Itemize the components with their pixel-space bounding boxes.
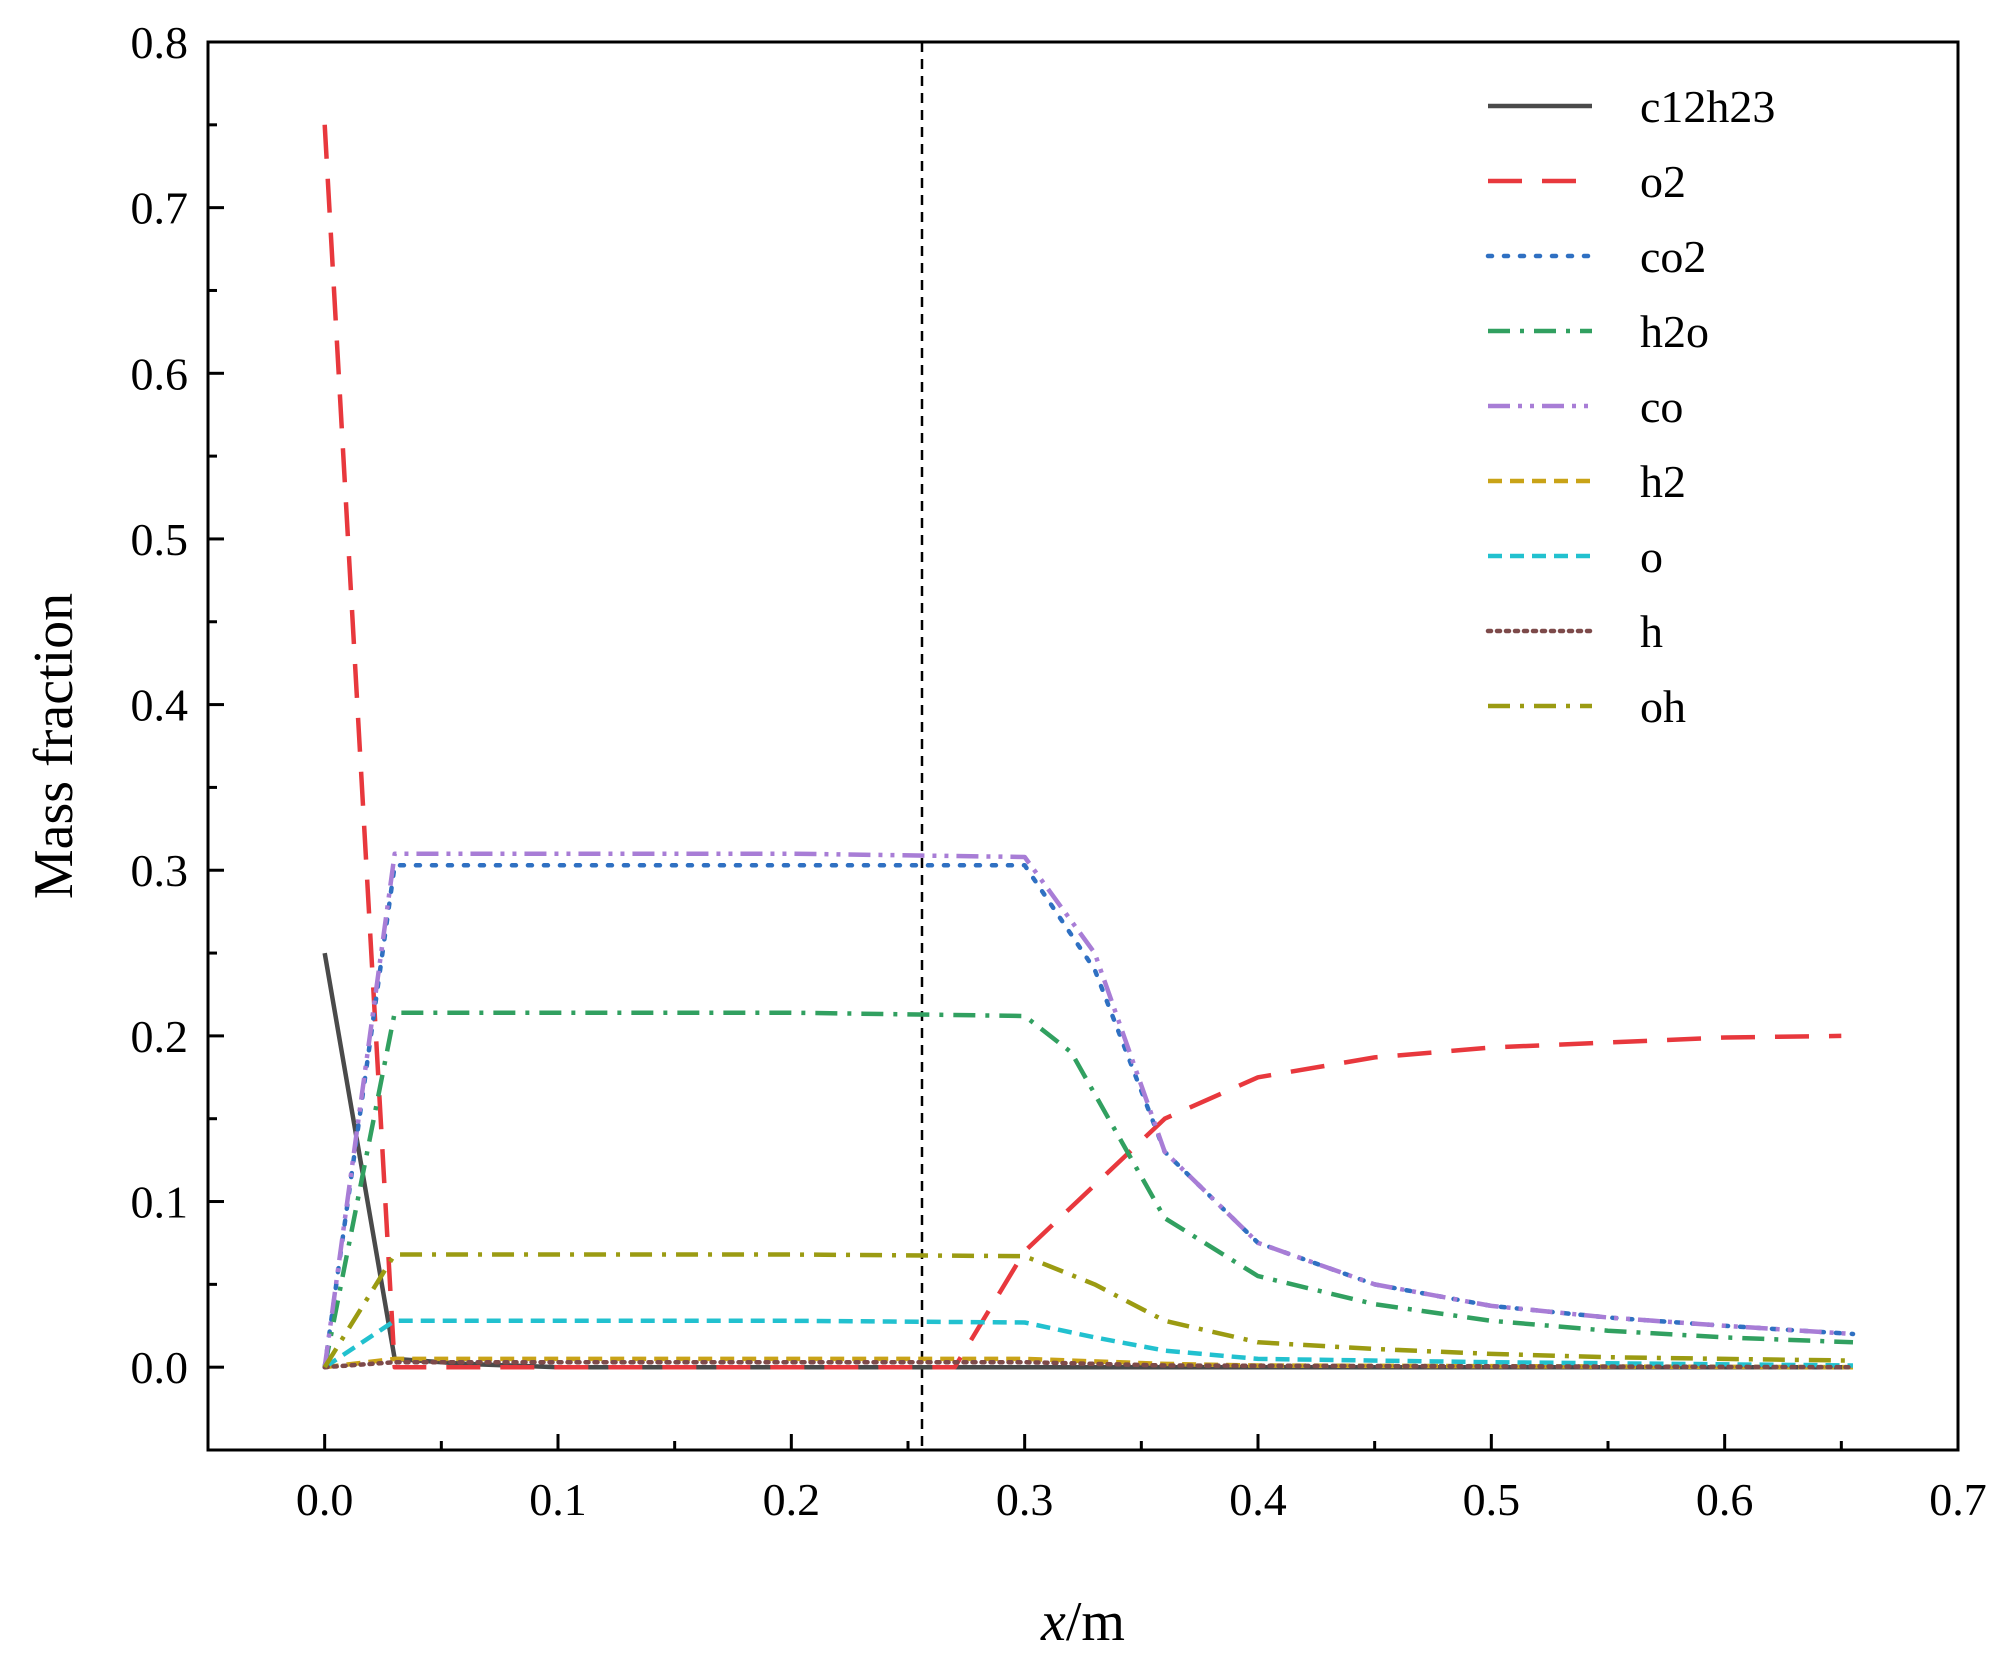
x-tick-label: 0.1	[529, 1474, 587, 1525]
plot-frame	[206, 40, 1960, 1452]
plot-area-border	[206, 40, 1960, 1452]
x-tick-label: 0.7	[1929, 1474, 1987, 1525]
series-line-co	[322, 851, 1854, 1368]
y-tick-label: 0.1	[131, 1177, 189, 1228]
series-line-h2o	[322, 1010, 1854, 1368]
x-axis-ticks: 0.0 0.1 0.2 0.3 0.4 0.5 0.6 0.7	[206, 1434, 1987, 1525]
y-tick-label: 0.7	[131, 183, 189, 234]
legend-label-o: o	[1640, 531, 1663, 582]
y-tick-label: 0.6	[131, 348, 189, 399]
series-line-c12h23	[322, 952, 1853, 1370]
x-tick-label: 0.3	[996, 1474, 1054, 1525]
series-line-h	[322, 1359, 1856, 1370]
x-tick-label: 0.4	[1229, 1474, 1287, 1525]
series-line-h2	[324, 1356, 1854, 1370]
x-tick-label: 0.5	[1463, 1474, 1521, 1525]
y-tick-label: 0.2	[131, 1011, 189, 1062]
legend-label-h2o: h2o	[1640, 306, 1709, 357]
x-tick-label: 0.2	[763, 1474, 821, 1525]
x-axis-title-symbol: x	[1040, 1591, 1066, 1653]
series-group	[322, 124, 1856, 1370]
legend-label-h: h	[1640, 606, 1663, 657]
legend-label-co2: co2	[1640, 231, 1706, 282]
series-line-oh	[322, 1252, 1854, 1369]
y-tick-label: 0.3	[131, 845, 189, 896]
x-axis-title-unit: /m	[1066, 1591, 1125, 1653]
legend-label-c12h23: c12h23	[1640, 81, 1775, 132]
y-axis-title: Mass fraction	[23, 593, 85, 899]
series-line-co2	[322, 863, 1856, 1370]
y-axis-ticks: 0.0 0.1 0.2 0.3 0.4 0.5 0.6 0.7 0.8	[131, 17, 224, 1452]
y-tick-label: 0.5	[131, 514, 189, 565]
x-tick-label: 0.0	[296, 1474, 354, 1525]
series-line-o2	[322, 124, 1842, 1370]
y-tick-label: 0.4	[131, 680, 189, 731]
x-axis-title: x/m	[1040, 1591, 1125, 1653]
series-line-o	[323, 1318, 1854, 1370]
y-tick-label: 0.0	[131, 1342, 189, 1393]
x-tick-label: 0.6	[1696, 1474, 1754, 1525]
y-tick-label: 0.8	[131, 17, 189, 68]
legend-label-o2: o2	[1640, 156, 1686, 207]
legend-label-h2: h2	[1640, 456, 1686, 507]
legend-label-co: co	[1640, 381, 1683, 432]
legend-label-oh: oh	[1640, 681, 1686, 732]
